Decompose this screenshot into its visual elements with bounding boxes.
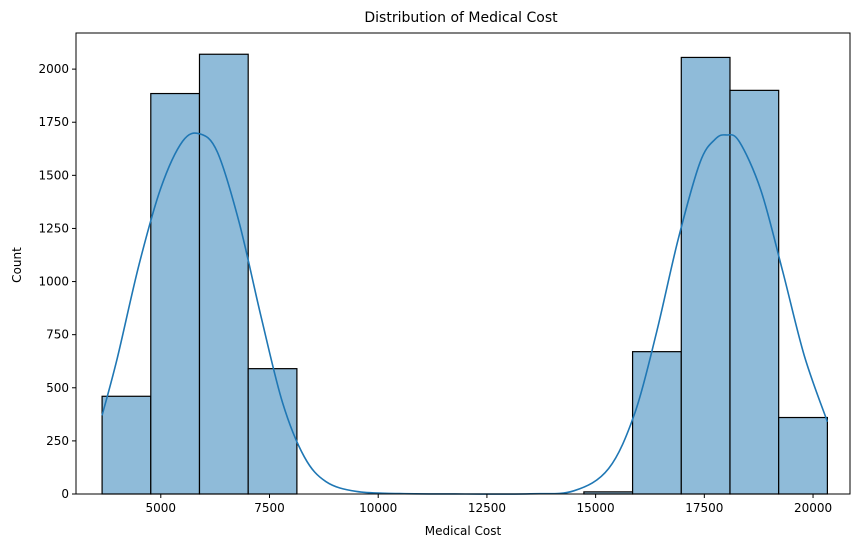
y-tick-label-6: 1500 [38, 168, 69, 182]
x-tick-label-1: 7500 [254, 501, 285, 515]
histogram-bar-5 [631, 351, 682, 495]
histogram-bar-0 [101, 395, 152, 495]
histogram-bar-3 [247, 368, 298, 495]
x-tick-label-5: 17500 [685, 501, 723, 515]
y-axis-ticks: 0 250 500 750 1000 1250 1500 1750 2000 [38, 62, 76, 501]
y-tick-label-8: 2000 [38, 62, 69, 76]
y-tick-label-0: 0 [61, 487, 69, 501]
y-axis-label: Count [10, 247, 24, 283]
chart-title: Distribution of Medical Cost [364, 10, 558, 26]
histogram-bar-2 [198, 53, 249, 495]
x-tick-label-0: 5000 [146, 501, 177, 515]
y-tick-label-1: 250 [46, 434, 69, 448]
y-tick-label-3: 750 [46, 328, 69, 342]
x-tick-label-3: 12500 [468, 501, 506, 515]
histogram-bar-1 [150, 92, 201, 495]
x-tick-label-4: 15000 [577, 501, 615, 515]
histogram-bars [101, 53, 828, 495]
histogram-bar-8 [778, 416, 828, 495]
y-tick-label-5: 1250 [38, 221, 69, 235]
histogram-bar-6 [680, 56, 731, 495]
y-tick-label-7: 1750 [38, 115, 69, 129]
x-axis-label: Medical Cost [425, 524, 502, 538]
y-tick-label-2: 500 [46, 381, 69, 395]
x-tick-label-6: 20000 [794, 501, 832, 515]
y-tick-label-4: 1000 [38, 275, 69, 289]
x-tick-label-2: 10000 [359, 501, 397, 515]
plot-area-frame [75, 32, 851, 495]
histogram-bar-7 [729, 89, 780, 495]
x-axis-ticks: 5000 7500 10000 12500 15000 17500 20000 [146, 494, 832, 515]
